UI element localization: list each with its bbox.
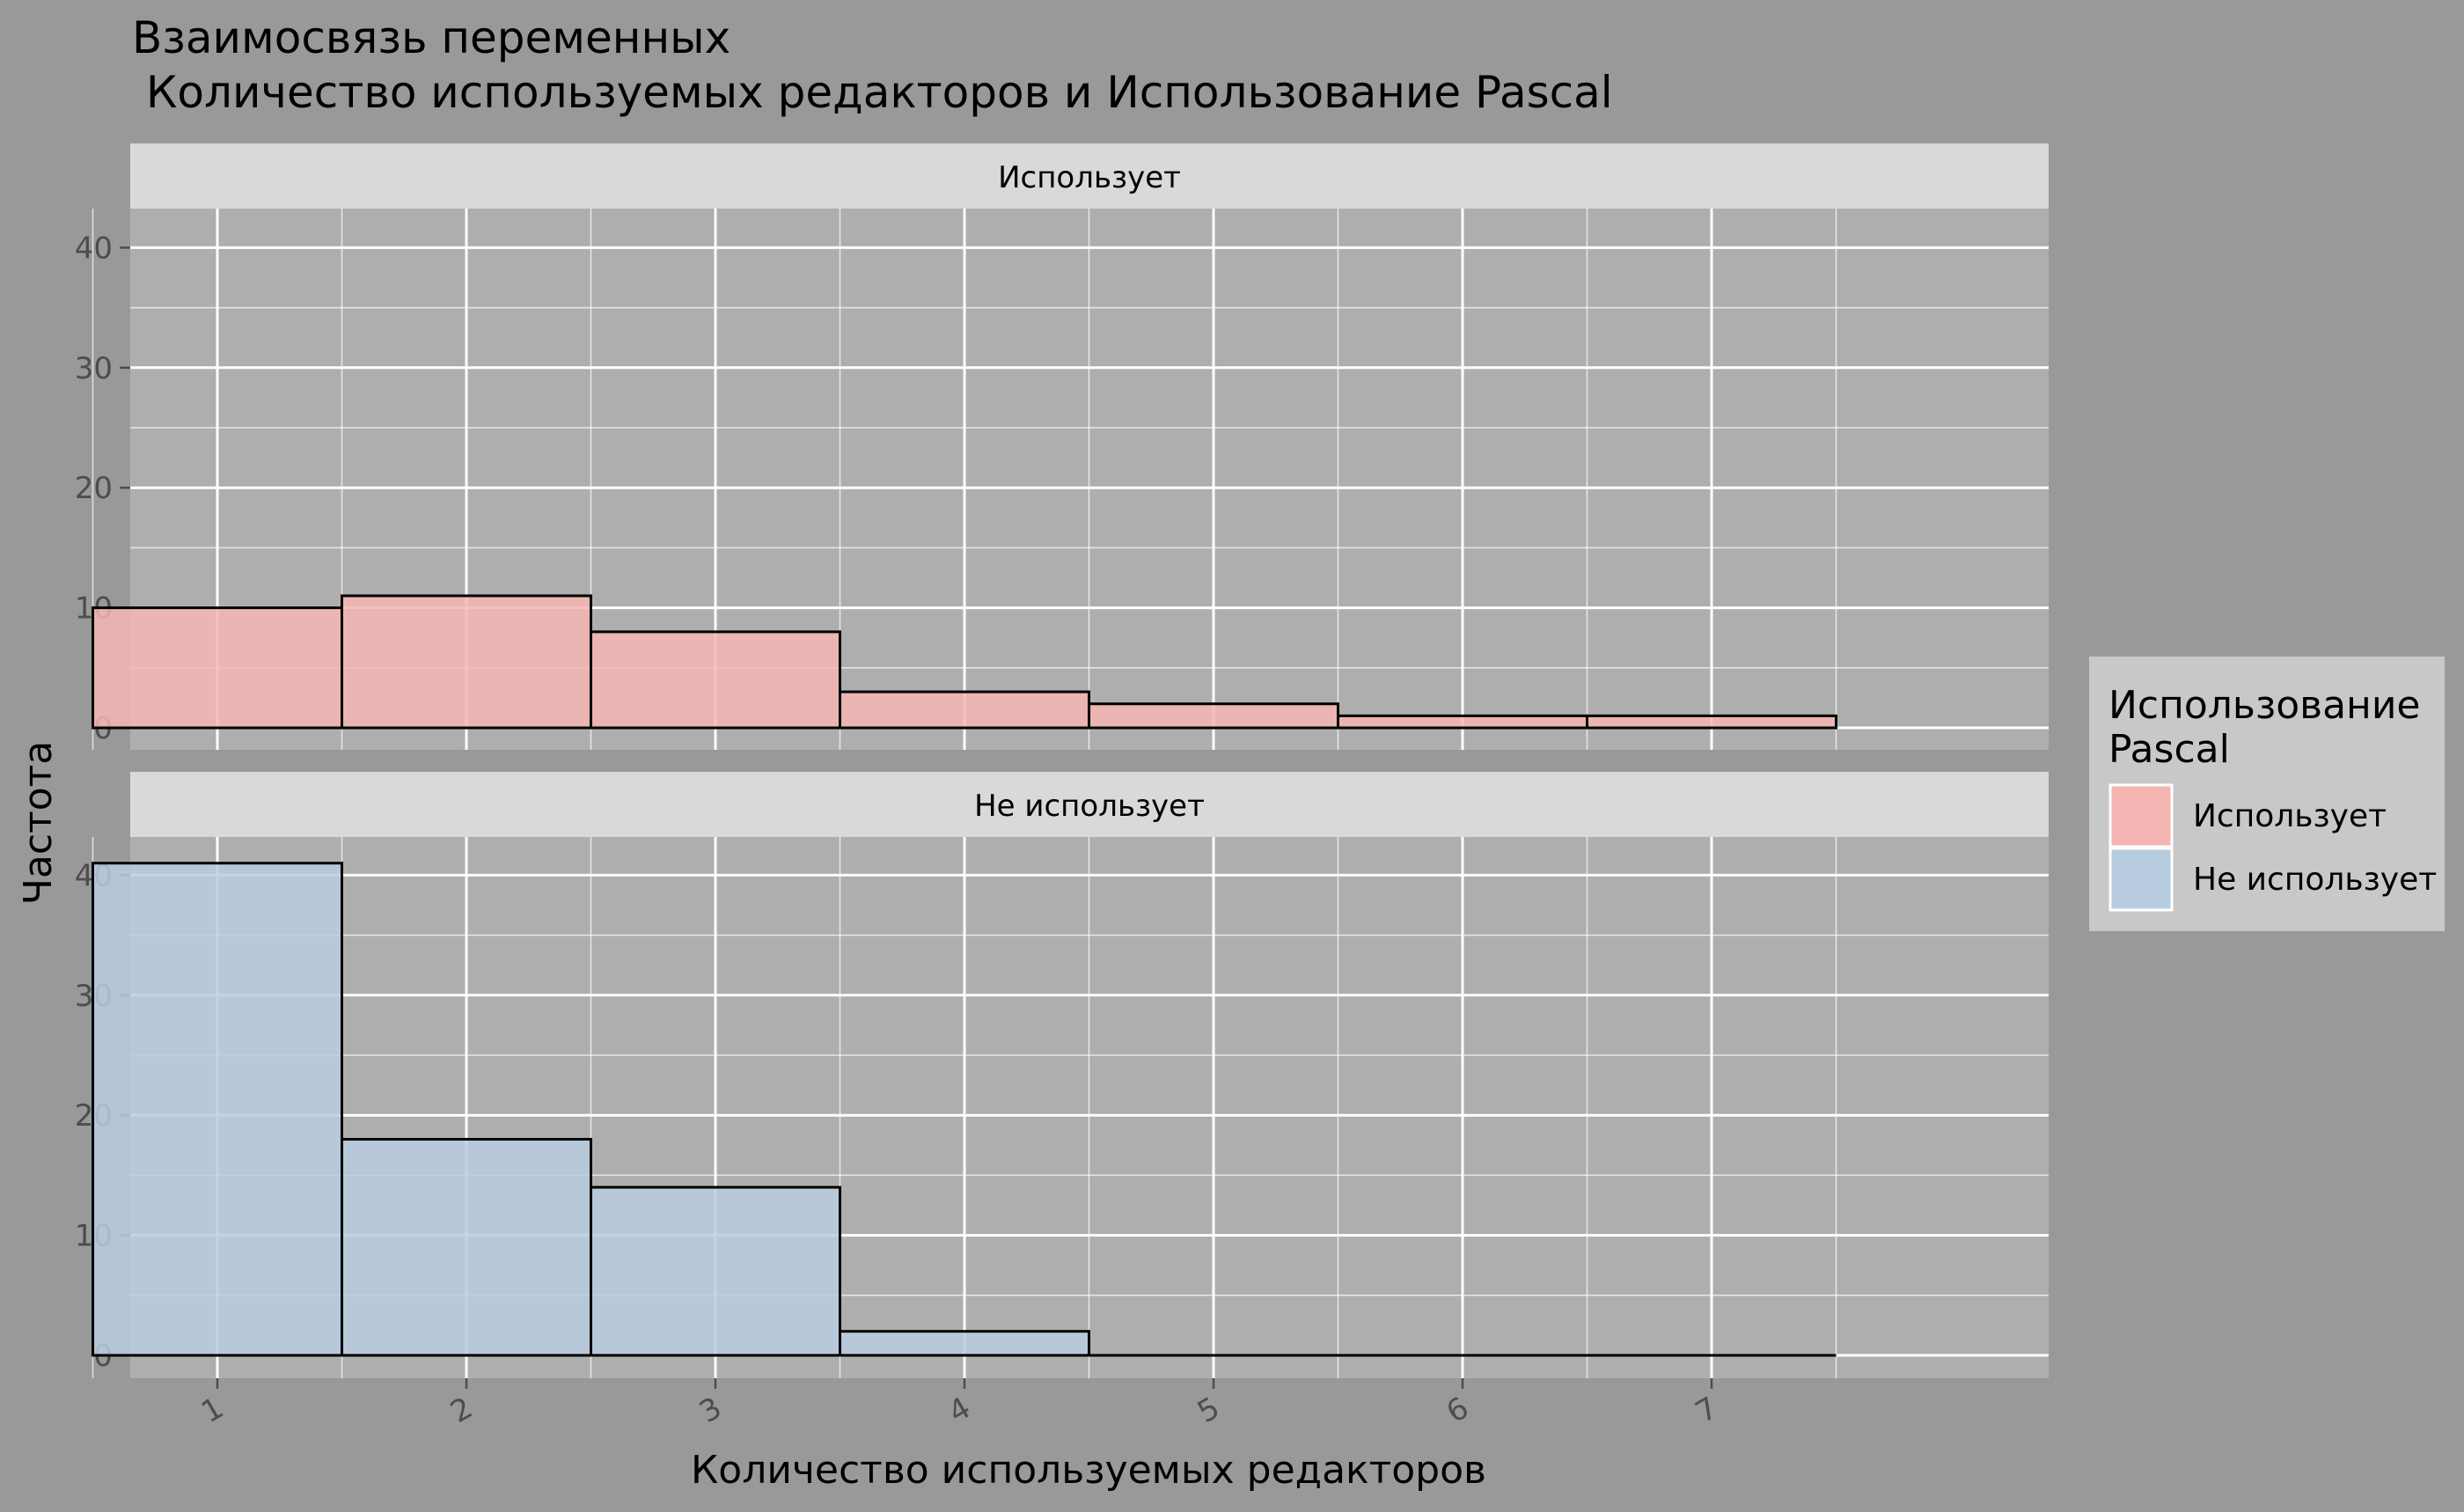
legend-title: Использование Pascal [2108,683,2421,772]
facet-strip [130,772,2049,837]
y-tick-label: 20 [75,471,113,506]
y-tick-label: 40 [75,231,113,266]
bar [1337,714,1588,730]
legend-key [2108,847,2174,912]
y-tick-label: 30 [75,351,113,386]
facet-panels: Использует010203040Не использует01020304… [75,143,2049,1378]
legend-title-line: Pascal [2108,727,2230,772]
legend-label: Использует [2193,798,2387,834]
facet-strip [130,143,2049,209]
chart-title-line: Взаимосвязь переменных [132,12,730,63]
bar [341,1137,592,1357]
facet-strip-label: Не использует [974,789,1205,824]
legend-title-line: Использование [2108,683,2421,728]
x-axis-label: Количество используемых редакторов [691,1448,1486,1493]
bar [1586,714,1837,730]
bar [590,1185,841,1357]
facet-panel: Не использует010203040 [75,772,2049,1378]
chart-title: Взаимосвязь переменных Количество исполь… [132,12,1613,118]
bar [839,1330,1090,1357]
legend-label: Не использует [2193,862,2437,898]
bar [1088,702,1339,730]
legend: Использование Pascal Использует Не использу… [2089,657,2445,931]
y-axis-label: Частота [16,741,61,905]
chart-title-line: Количество используемых редакторов и Исп… [132,67,1613,118]
bar [590,630,841,730]
bar [839,690,1090,730]
facet-strip-label: Использует [998,160,1181,195]
facet-panel: Использует010203040 [75,143,2049,750]
legend-key [2108,783,2174,848]
bar [92,606,343,730]
bar [341,594,592,730]
bar [92,862,343,1357]
